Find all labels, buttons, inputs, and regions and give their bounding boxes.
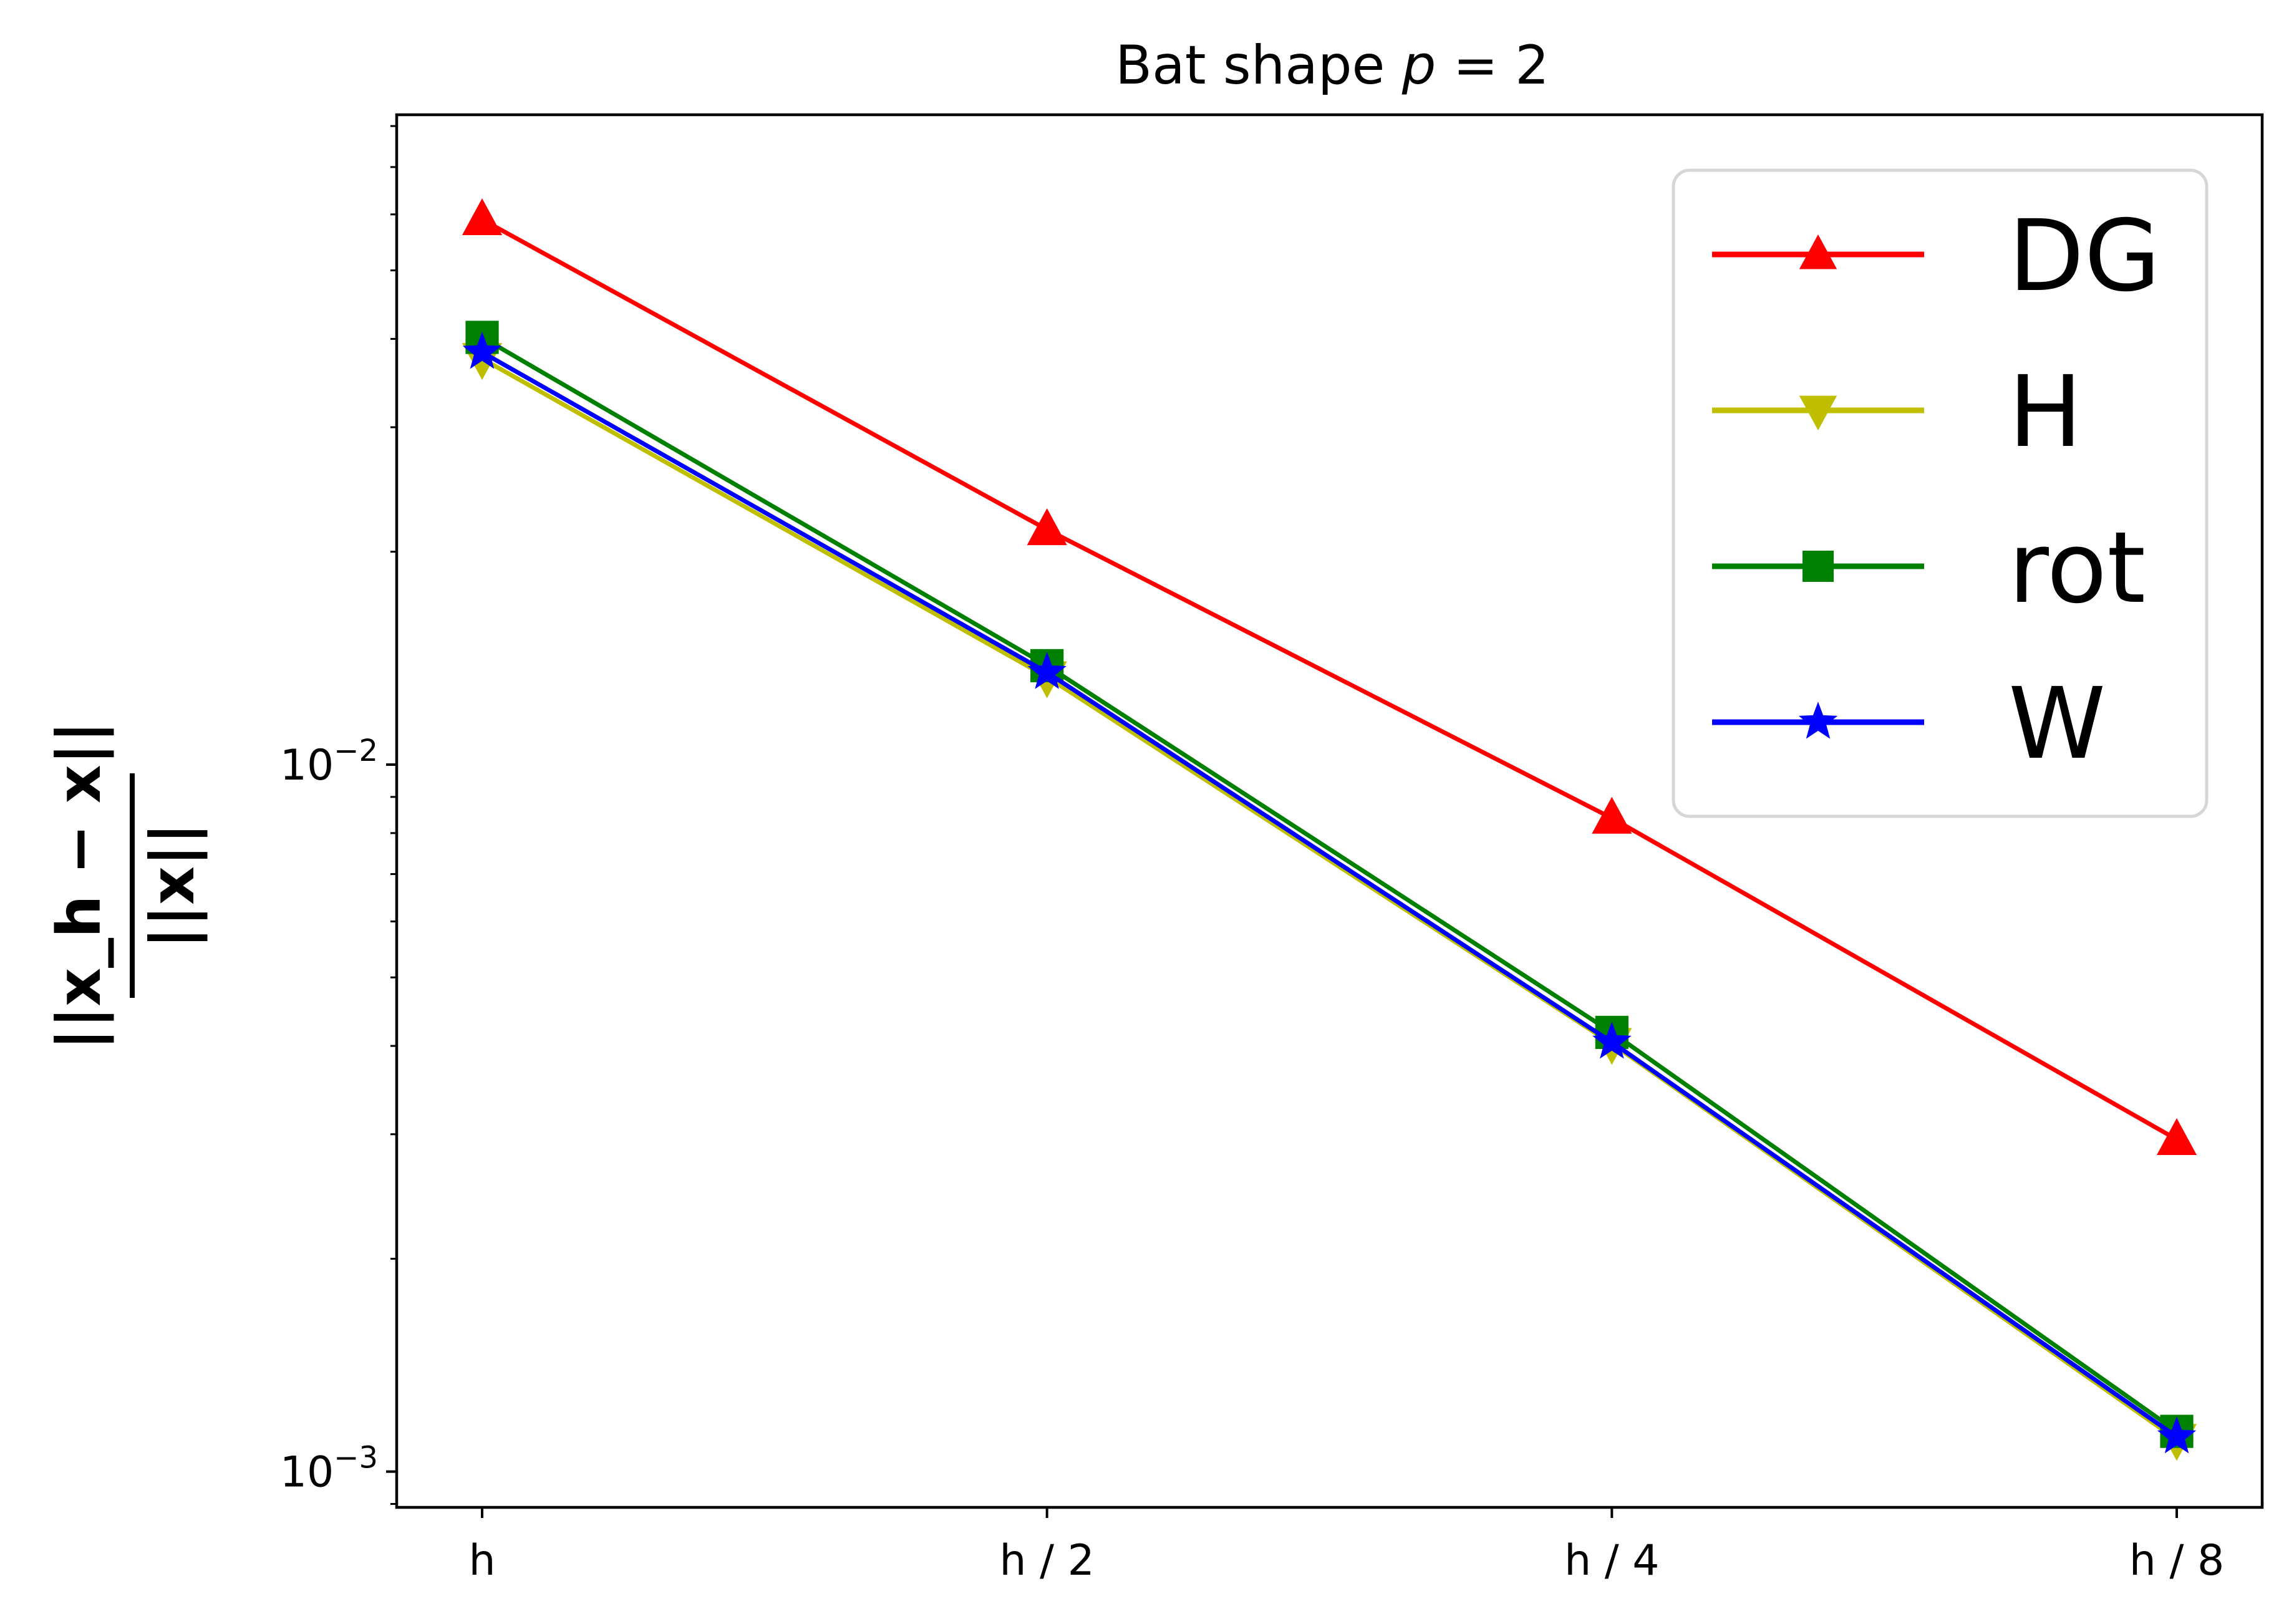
legend-item: H xyxy=(1712,355,2083,470)
legend-marker xyxy=(1798,702,1838,739)
series-dg xyxy=(462,198,2197,1155)
legend-item: W xyxy=(1712,667,2106,781)
series-rot xyxy=(465,321,2194,1448)
legend-label: rot xyxy=(2008,511,2146,626)
x-tick-label: h / 2 xyxy=(999,1536,1095,1585)
legend-item: DG xyxy=(1712,199,2161,314)
x-tick-label: h / 4 xyxy=(1564,1536,1660,1585)
legend-marker xyxy=(1803,551,1834,582)
data-point xyxy=(1592,1022,1632,1059)
legend-label: DG xyxy=(2008,199,2161,314)
legend-frame xyxy=(1672,168,2209,818)
data-point xyxy=(1592,796,1632,834)
data-point xyxy=(1027,508,1067,546)
plot-frame xyxy=(395,113,2264,1509)
data-point xyxy=(2157,1416,2197,1454)
data-point xyxy=(462,331,502,369)
legend-marker xyxy=(1799,234,1837,269)
series-line xyxy=(481,335,2179,1433)
data-point xyxy=(1027,652,1067,689)
legend-item: rot xyxy=(1712,511,2146,626)
y-tick-label: 10−3 xyxy=(280,1441,378,1497)
y-tick-label: 10−2 xyxy=(280,733,378,790)
axis-ticks: h h / 2 h / 4 h / 8 10−2 10−3 xyxy=(280,125,2225,1585)
y-label-numerator: ||x_h − x|| xyxy=(44,721,115,1050)
x-tick-label: h xyxy=(468,1536,495,1585)
legend-marker xyxy=(1799,395,1837,431)
y-label-denominator: ||x|| xyxy=(138,823,208,949)
data-point xyxy=(2156,1118,2197,1155)
series-line xyxy=(481,350,2179,1439)
legend-label: W xyxy=(2008,667,2106,781)
data-point xyxy=(462,198,503,236)
chart-title: Bat shape p = 2 xyxy=(1115,34,1549,97)
series-w xyxy=(462,331,2197,1454)
y-axis-label: ||x_h − x|| ||x|| xyxy=(44,721,208,1050)
x-tick-label: h / 8 xyxy=(2129,1536,2225,1585)
legend-label: H xyxy=(2008,355,2083,470)
series-layer xyxy=(462,198,2197,1461)
series-line xyxy=(481,217,2178,1142)
